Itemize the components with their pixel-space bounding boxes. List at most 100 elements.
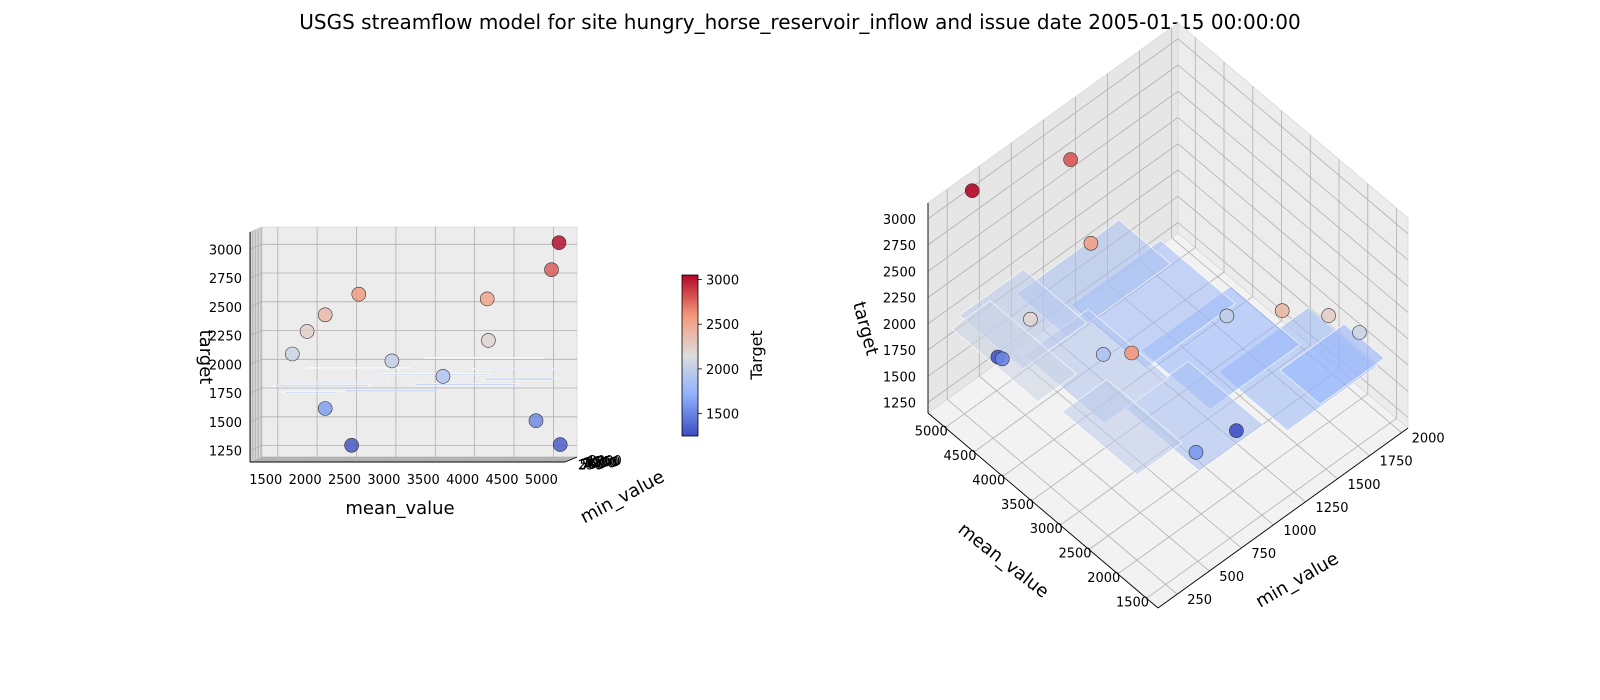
grid-line-z: [1177, 38, 1409, 235]
grid-line-y: [946, 398, 1178, 595]
data-point: [552, 437, 568, 452]
y-tick-label: 250: [1187, 593, 1212, 608]
grid-line-z: [249, 387, 263, 394]
data-point: [284, 346, 300, 362]
data-point: [1023, 311, 1038, 327]
y-tick-label: 1500: [1347, 478, 1380, 493]
y-axis-line: [564, 456, 578, 463]
grid-line-z: [927, 90, 1179, 272]
surface-patch: [272, 384, 372, 388]
y-tick-label: 1750: [1380, 455, 1413, 470]
x-tick-label: 2500: [328, 473, 361, 488]
x-tick-label: 2000: [1087, 571, 1120, 586]
x-tick-label: 4000: [446, 473, 479, 488]
data-point: [384, 353, 400, 369]
data-point: [994, 351, 1010, 367]
data-point: [1124, 345, 1139, 361]
y-tick-label: 1000: [1283, 524, 1316, 539]
z-tick-label: 2500: [209, 301, 242, 316]
data-point: [1188, 444, 1204, 460]
x-tick-label: 5000: [525, 473, 558, 488]
grid-line-z: [1177, 90, 1409, 287]
x-tick-label: 1500: [249, 473, 282, 488]
z-tick-label: 1750: [883, 344, 916, 359]
z-tick-label: 3000: [883, 213, 916, 228]
chart-title: USGS streamflow model for site hungry_ho…: [299, 10, 1300, 34]
grid-line-z: [249, 445, 263, 451]
z-tick-label: 3000: [209, 243, 242, 258]
data-point: [317, 401, 333, 416]
z-tick-label: 2000: [883, 318, 916, 333]
surface-patch: [282, 391, 341, 394]
colorbar: 1500 2000 2500 3000 Target: [681, 273, 766, 437]
y-tick-label: 2000: [589, 454, 622, 469]
grid-line-z: [249, 358, 263, 365]
grid-line-z: [1177, 117, 1409, 313]
z-tick-label: 1500: [209, 416, 242, 431]
y-tick-label: 750: [581, 457, 606, 472]
x-tick-label: 4500: [943, 449, 976, 464]
surface-patch: [471, 367, 562, 370]
surface-patch: [284, 380, 391, 383]
data-point: [317, 307, 333, 323]
grid-line-z: [1177, 169, 1409, 366]
surface-patch: [1061, 378, 1183, 476]
data-point: [1096, 347, 1111, 362]
data-point: [481, 333, 496, 348]
surface-patch: [1279, 323, 1385, 405]
y-tick-label: 1250: [584, 456, 617, 471]
y-axis-label: min_value: [577, 466, 668, 528]
surface-patch: [412, 383, 520, 386]
plot-front-view: 1500 2000 2500 3000 3500 4000 4500 500025050075…: [195, 226, 668, 528]
z-tick-label: 2000: [209, 358, 242, 373]
surface-patch: [481, 377, 559, 381]
grid-line-y: [979, 375, 1210, 572]
data-point: [964, 183, 980, 198]
surface-patch: [305, 367, 411, 369]
x-tick-label: 3500: [407, 473, 440, 488]
x-tick-label: 2500: [1058, 547, 1091, 562]
z-axis-label: target: [195, 330, 216, 385]
y-tick-label: 500: [579, 458, 604, 473]
y-tick-label: 750: [1251, 547, 1276, 562]
x-tick-label: 3000: [1030, 522, 1063, 537]
grid-line-z: [249, 243, 263, 250]
colorbar-tick-label: 1500: [706, 408, 739, 423]
data-point: [351, 286, 367, 302]
y-tick-label: 250: [578, 459, 603, 474]
colorbar-gradient: [681, 274, 699, 437]
x-axis-label: mean_value: [345, 498, 454, 519]
data-point: [1229, 423, 1244, 439]
surface-patch: [377, 373, 492, 376]
data-point: [435, 369, 451, 384]
surface-patch: [342, 389, 442, 393]
z-tick-label: 2500: [883, 265, 916, 280]
y-axis-line: [1157, 427, 1409, 609]
z-tick-label: 2750: [209, 272, 242, 287]
z-tick-label: 2250: [883, 292, 916, 307]
y-tick-label: 1500: [586, 455, 619, 470]
grid-line-z: [249, 330, 263, 336]
colorbar-label: Target: [747, 330, 766, 381]
colorbar-tick-label: 2000: [706, 363, 739, 378]
x-tick-label: 2000: [289, 473, 322, 488]
x-tick-label: 3000: [367, 473, 400, 488]
x-axis-line: [927, 412, 1159, 609]
z-tick-label: 1500: [883, 370, 916, 385]
grid-line-z: [1177, 64, 1409, 261]
grid-line-z: [927, 64, 1179, 246]
x-tick-label: 1500: [1116, 595, 1149, 610]
x-tick-label: 3500: [1001, 498, 1034, 513]
data-point: [1321, 308, 1336, 323]
grid-line-z: [249, 416, 263, 423]
z-tick-label: 1750: [209, 387, 242, 402]
y-tick-label: 500: [1219, 570, 1244, 585]
x-tick-label: 4500: [485, 473, 518, 488]
data-point: [479, 291, 495, 307]
surface-patch: [951, 300, 1077, 402]
data-point: [544, 262, 559, 278]
y-tick-label: 2000: [1412, 432, 1445, 447]
data-point: [528, 413, 544, 429]
x-tick-label: 4000: [972, 473, 1005, 488]
